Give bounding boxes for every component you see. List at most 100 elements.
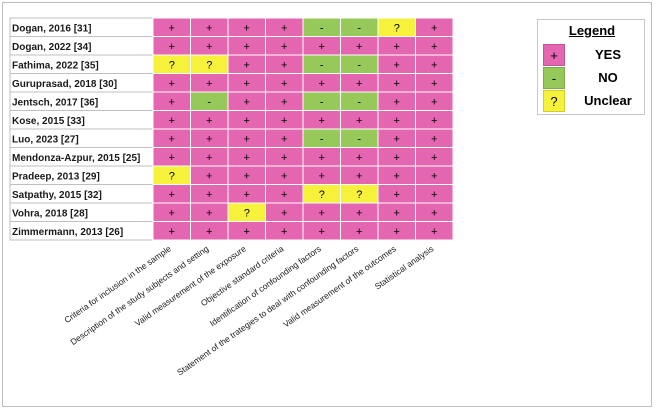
cell-symbol-r4-c8: + (431, 78, 437, 90)
cell-symbol-r1-c8: + (431, 22, 437, 34)
cell-symbol-r11-c8: + (431, 207, 437, 219)
cell-symbol-r9-c3: + (244, 170, 250, 182)
cell-symbol-r9-c4: + (281, 170, 287, 182)
cell-symbol-r6-c2: + (206, 115, 212, 127)
cell-symbol-r1-c5: - (320, 22, 324, 34)
cell-symbol-r4-c7: + (394, 78, 400, 90)
cell-symbol-r11-c2: + (206, 207, 212, 219)
cell-symbol-r11-c3: ? (244, 207, 250, 219)
legend-label-yes: YES (594, 47, 621, 62)
cell-symbol-r6-c3: + (244, 115, 250, 127)
cell-symbol-r2-c7: + (394, 41, 400, 53)
cell-symbol-r5-c6: - (357, 96, 361, 108)
cell-symbol-r2-c4: + (281, 41, 287, 53)
cell-symbol-r12-c5: + (319, 226, 325, 238)
figure-frame (2, 2, 652, 407)
cell-symbol-r9-c1: ? (169, 170, 175, 182)
cell-symbol-r6-c7: + (394, 115, 400, 127)
cell-symbol-r12-c8: + (431, 226, 437, 238)
row-label-fathima-2022-35: Fathima, 2022 [35] (12, 60, 99, 71)
cell-symbol-r10-c4: + (281, 189, 287, 201)
cell-symbol-r9-c2: + (206, 170, 212, 182)
cell-symbol-r1-c2: + (206, 22, 212, 34)
legend-item-unclear: ? Unclear (538, 90, 646, 112)
cell-symbol-r3-c1: ? (169, 59, 175, 71)
row-label-kose-2015-33: Kose, 2015 [33] (12, 116, 85, 127)
row-label-dogan-2022-34: Dogan, 2022 [34] (12, 42, 91, 53)
legend-title: Legend (568, 23, 616, 38)
legend-item-yes: + YES (538, 44, 646, 66)
cell-symbol-r2-c8: + (431, 41, 437, 53)
cell-symbol-r8-c8: + (431, 152, 437, 164)
row-label-mendonza-azpur-2015-25: Mendonza-Azpur, 2015 [25] (12, 153, 140, 164)
cell-symbol-r7-c1: + (169, 133, 175, 145)
legend-swatch-no: - (543, 67, 565, 89)
cell-symbol-r8-c1: + (169, 152, 175, 164)
cell-symbol-r5-c5: - (320, 96, 324, 108)
cell-symbol-r8-c4: + (281, 152, 287, 164)
cell-symbol-r6-c4: + (281, 115, 287, 127)
cell-symbol-r10-c7: + (394, 189, 400, 201)
row-label-vohra-2018-28: Vohra, 2018 [28] (12, 208, 88, 219)
cell-symbol-r7-c7: + (394, 133, 400, 145)
row-label-zimmermann-2013-26: Zimmermann, 2013 [26] (12, 227, 123, 238)
cell-symbol-r5-c8: + (431, 96, 437, 108)
cell-symbol-r5-c2: - (207, 96, 211, 108)
cell-r12-c8 (415, 221, 454, 241)
cell-symbol-r6-c1: + (169, 115, 175, 127)
cell-symbol-r3-c6: - (357, 59, 361, 71)
cell-symbol-r3-c2: ? (206, 59, 212, 71)
cell-symbol-r1-c3: + (244, 22, 250, 34)
cell-symbol-r2-c2: + (206, 41, 212, 53)
cell-symbol-r4-c3: + (244, 78, 250, 90)
cell-symbol-r6-c6: + (356, 115, 362, 127)
cell-symbol-r7-c6: - (357, 133, 361, 145)
cell-symbol-r7-c4: + (281, 133, 287, 145)
cell-symbol-r9-c7: + (394, 170, 400, 182)
cell-symbol-r6-c5: + (319, 115, 325, 127)
cell-symbol-r1-c4: + (281, 22, 287, 34)
cell-symbol-r12-c2: + (206, 226, 212, 238)
cell-symbol-r12-c1: + (169, 226, 175, 238)
row-label-guruprasad-2018-30: Guruprasad, 2018 [30] (12, 79, 117, 90)
legend: Legend + YES - NO ? Unclear (537, 19, 645, 115)
cell-symbol-r11-c4: + (281, 207, 287, 219)
row-label-luo-2023-27: Luo, 2023 [27] (12, 134, 79, 145)
row-label-satpathy-2015-32: Satpathy, 2015 [32] (12, 190, 102, 201)
cell-symbol-r11-c1: + (169, 207, 175, 219)
row-label-jentsch-2017-36: Jentsch, 2017 [36] (12, 97, 98, 108)
cell-symbol-r5-c7: + (394, 96, 400, 108)
cell-symbol-r3-c8: + (431, 59, 437, 71)
cell-symbol-r10-c5: ? (319, 189, 325, 201)
cell-symbol-r4-c6: + (356, 78, 362, 90)
cell-symbol-r7-c5: - (320, 133, 324, 145)
column-label-description-of-the-study-subjects-and-setting: Description of the study subjects and se… (68, 243, 210, 347)
cell-symbol-r11-c5: + (319, 207, 325, 219)
cell-symbol-r4-c1: + (169, 78, 175, 90)
cell-symbol-r10-c1: + (169, 189, 175, 201)
cell-symbol-r3-c3: + (244, 59, 250, 71)
cell-symbol-r8-c7: + (394, 152, 400, 164)
cell-symbol-r9-c6: + (356, 170, 362, 182)
cell-symbol-r3-c4: + (281, 59, 287, 71)
cell-symbol-r2-c1: + (169, 41, 175, 53)
legend-swatch-unclear: ? (543, 90, 565, 112)
cell-symbol-r2-c6: + (356, 41, 362, 53)
cell-symbol-r1-c7: ? (394, 22, 400, 34)
cell-symbol-r1-c1: + (169, 22, 175, 34)
cell-symbol-r7-c8: + (431, 133, 437, 145)
cell-symbol-r3-c5: - (320, 59, 324, 71)
cell-symbol-r11-c7: + (394, 207, 400, 219)
cell-symbol-r8-c3: + (244, 152, 250, 164)
cell-symbol-r2-c5: + (319, 41, 325, 53)
cell-symbol-r9-c8: + (431, 170, 437, 182)
cell-symbol-r9-c5: + (319, 170, 325, 182)
cell-symbol-r8-c2: + (206, 152, 212, 164)
cell-symbol-r12-c7: + (394, 226, 400, 238)
cell-symbol-r5-c1: + (169, 96, 175, 108)
cell-symbol-r8-c5: + (319, 152, 325, 164)
legend-swatch-yes: + (543, 44, 565, 66)
cell-symbol-r10-c6: ? (356, 189, 362, 201)
cell-symbol-r2-c3: + (244, 41, 250, 53)
